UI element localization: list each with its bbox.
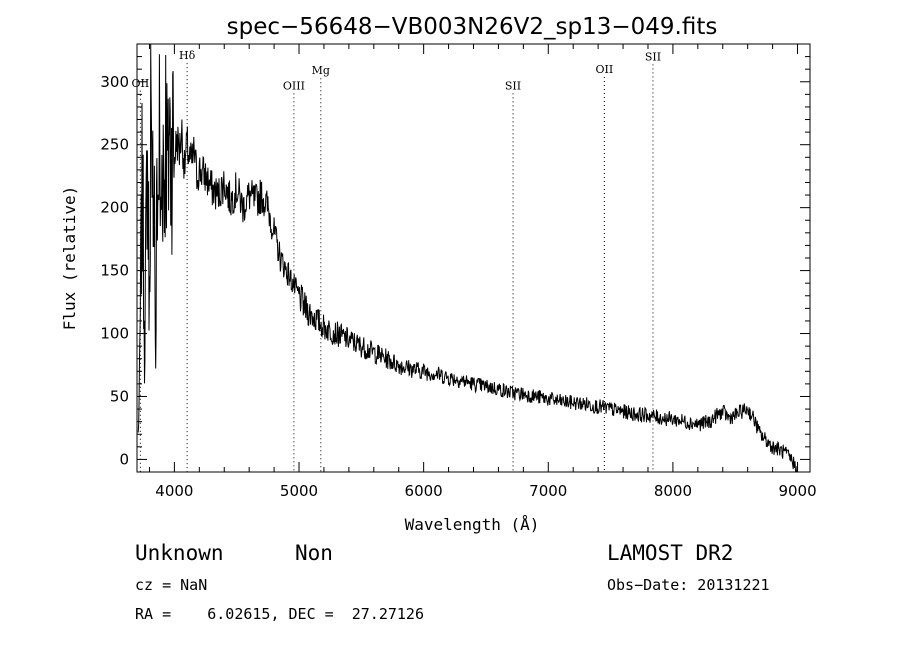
y-tick-label: 100 xyxy=(100,325,129,343)
y-tick-label: 0 xyxy=(119,450,129,468)
x-tick-label: 4000 xyxy=(155,482,193,500)
x-tick-label: 8000 xyxy=(654,482,692,500)
y-tick-label: 50 xyxy=(110,387,129,405)
spectral-line-label: Mg xyxy=(312,64,330,77)
y-axis-label: Flux (relative) xyxy=(60,186,79,331)
spectral-line-label: OIII xyxy=(283,79,305,92)
x-tick-label: 7000 xyxy=(529,482,567,500)
class-label: Unknown xyxy=(135,541,224,565)
y-tick-label: 200 xyxy=(100,199,129,217)
y-tick-label: 150 xyxy=(100,262,129,280)
redshift-text: cz = NaN xyxy=(135,576,208,594)
spectral-line-label: OII xyxy=(596,63,614,76)
y-tick-label: 250 xyxy=(100,136,129,154)
spectrum-series-line xyxy=(137,43,798,473)
spectral-line-label: Hδ xyxy=(179,49,196,62)
chart-title: spec−56648−VB003N26V2_sp13−049.fits xyxy=(227,14,718,40)
subclass-label: Non xyxy=(295,541,333,565)
spectral-line-label: SII xyxy=(645,50,661,63)
spectral-line-label: SII xyxy=(505,79,521,92)
plot-frame xyxy=(136,43,811,473)
obs-date-text: Obs−Date: 20131221 xyxy=(607,576,770,594)
x-axis-label: Wavelength (Å) xyxy=(405,515,540,534)
radec-text: RA = 6.02615, DEC = 27.27126 xyxy=(135,605,424,623)
survey-label: LAMOST DR2 xyxy=(607,541,734,565)
y-tick-label: 300 xyxy=(100,73,129,91)
x-tick-label: 9000 xyxy=(778,482,816,500)
spectral-line-label: OII xyxy=(132,77,150,90)
x-tick-label: 6000 xyxy=(405,482,443,500)
x-tick-label: 5000 xyxy=(280,482,318,500)
